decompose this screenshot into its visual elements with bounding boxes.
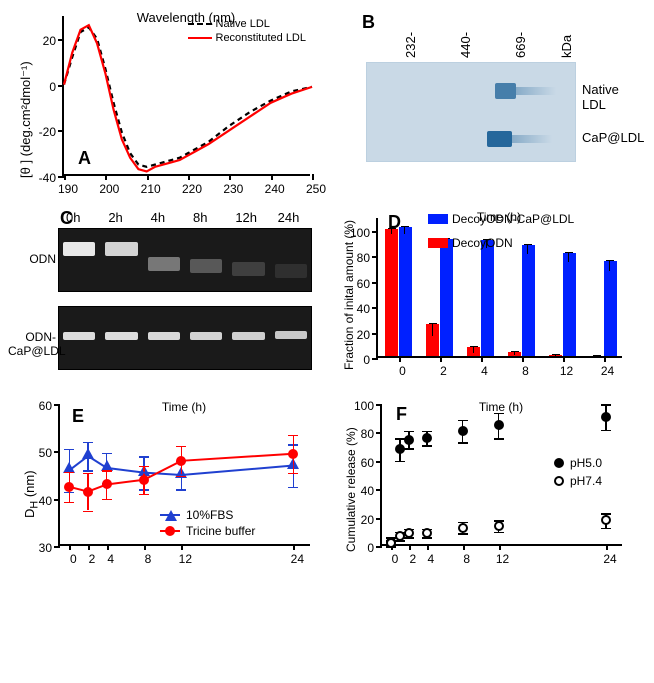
panel-d-label: D (388, 212, 401, 233)
panel-a: [θ ] (deg.cm²dmol⁻¹) -40-200201902002102… (8, 8, 328, 208)
panel-b: B 232-440-669-kDaNative LDLCaP@LDL (332, 8, 642, 208)
panel-d: Fraction of inital amount (%) 0204060801… (332, 208, 642, 398)
panel-f: Cumulative release (%) 02040608010002481… (332, 398, 642, 588)
panel-a-label: A (78, 148, 91, 169)
panel-d-ylabel: Fraction of inital amount (%) (342, 220, 356, 370)
panel-b-label: B (362, 12, 375, 33)
panel-e: DH (nm) 304050600248122410%FBSTricine bu… (8, 398, 328, 588)
panel-f-label: F (396, 404, 407, 425)
panel-e-label: E (72, 406, 84, 427)
gel-image-b (366, 62, 576, 162)
panel-c: C 0h2h4h8h12h24hODNODN-CaP@LDL (8, 208, 328, 398)
panel-a-ylabel: [θ ] (deg.cm²dmol⁻¹) (18, 61, 34, 178)
panel-f-ylabel: Cumulative release (%) (344, 427, 358, 552)
